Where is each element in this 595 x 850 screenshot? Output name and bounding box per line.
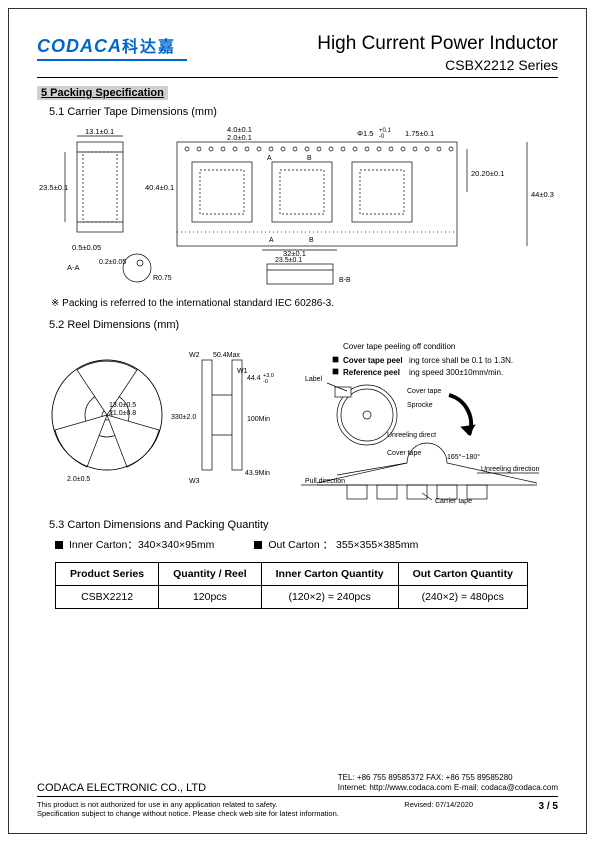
- td-out: (240×2) = 480pcs: [398, 586, 527, 609]
- table-row: CSBX2212 120pcs (120×2) = 240pcs (240×2)…: [56, 586, 528, 609]
- header: CODACA科达嘉 High Current Power Inductor CS…: [37, 33, 558, 73]
- svg-text:1.75±0.1: 1.75±0.1: [405, 129, 434, 138]
- svg-text:W3: W3: [189, 478, 200, 485]
- svg-text:Cover tape peel: Cover tape peel: [343, 356, 403, 365]
- header-divider: [37, 77, 558, 78]
- svg-text:100Min: 100Min: [247, 416, 270, 423]
- svg-text:A: A: [269, 237, 274, 244]
- page-title: High Current Power Inductor: [317, 33, 558, 55]
- footer-revised: Revised: 07/14/2020: [404, 800, 473, 810]
- footer-company: CODACA ELECTRONIC CO., LTD: [37, 782, 206, 794]
- footer-web: Internet: http://www.codaca.com E-mail: …: [338, 783, 558, 793]
- carrier-tape-diagram: 13.1±0.1 23.5±0.1 0.5±0.05 A-A 0.2±0.05 …: [37, 122, 558, 292]
- page-number: 3 / 5: [539, 800, 558, 820]
- svg-text:Reference peel: Reference peel: [343, 368, 400, 377]
- bullet-icon: [254, 541, 262, 549]
- section-5-head: 5 Packing Specification: [37, 86, 168, 100]
- svg-text:Pull direction: Pull direction: [305, 478, 345, 485]
- svg-text:165°~180°: 165°~180°: [447, 453, 480, 461]
- svg-text:13.0±0.5: 13.0±0.5: [109, 402, 136, 409]
- logo-underline: [37, 59, 187, 61]
- svg-text:R0.75: R0.75: [153, 275, 172, 282]
- logo-en: CODACA: [37, 36, 122, 56]
- svg-text:Unreeling direction: Unreeling direction: [481, 466, 539, 473]
- th-product: Product Series: [56, 563, 159, 586]
- svg-text:20.20±0.1: 20.20±0.1: [471, 169, 504, 178]
- subsection-5-3: 5.3 Carton Dimensions and Packing Quanti…: [49, 519, 558, 531]
- page-subtitle: CSBX2212 Series: [317, 57, 558, 73]
- inner-carton-label: Inner Carton：340×340×95mm: [69, 539, 214, 551]
- td-qty: 120pcs: [159, 586, 262, 609]
- svg-text:ing torce shall be 0.1 to 1.3N: ing torce shall be 0.1 to 1.3N.: [409, 356, 513, 365]
- svg-text:-0: -0: [379, 134, 385, 140]
- th-out: Out Carton Quantity: [398, 563, 527, 586]
- svg-text:2.0±0.1: 2.0±0.1: [227, 133, 252, 142]
- svg-text:0.5±0.05: 0.5±0.05: [72, 243, 101, 252]
- logo-block: CODACA科达嘉: [37, 33, 187, 61]
- footer-tel: TEL: +86 755 89585372 FAX: +86 755 89585…: [338, 773, 558, 783]
- packing-table: Product Series Quantity / Reel Inner Car…: [55, 562, 528, 609]
- svg-text:50.4Max: 50.4Max: [213, 352, 240, 359]
- reel-diagram: 13.0±0.5 21.0±0.8 2.0±0.5 W2 W1 50.4Max …: [37, 335, 558, 505]
- footer: CODACA ELECTRONIC CO., LTD TEL: +86 755 …: [37, 773, 558, 819]
- svg-text:W2: W2: [189, 352, 200, 359]
- th-qty-reel: Quantity / Reel: [159, 563, 262, 586]
- svg-text:Cover tape: Cover tape: [387, 450, 421, 457]
- td-product: CSBX2212: [56, 586, 159, 609]
- carton-dimensions: Inner Carton：340×340×95mm Out Carton ： 3…: [55, 537, 558, 552]
- svg-text:40.4±0.1: 40.4±0.1: [145, 183, 174, 192]
- svg-text:-0: -0: [263, 379, 268, 385]
- svg-text:44.4: 44.4: [247, 375, 261, 382]
- svg-text:Unreeling direct: Unreeling direct: [387, 432, 436, 439]
- svg-text:B: B: [309, 237, 314, 244]
- title-block: High Current Power Inductor CSBX2212 Ser…: [317, 33, 558, 73]
- svg-text:B-B: B-B: [339, 277, 351, 284]
- svg-text:Φ1.5: Φ1.5: [357, 129, 373, 138]
- svg-text:A-A: A-A: [67, 263, 80, 272]
- svg-text:13.1±0.1: 13.1±0.1: [85, 127, 114, 136]
- packing-note: ※ Packing is referred to the internation…: [51, 298, 558, 309]
- svg-text:0.2±0.05: 0.2±0.05: [99, 259, 126, 266]
- svg-text:Cover tape peeling off conditi: Cover tape peeling off condition: [343, 342, 455, 351]
- out-carton-label: Out Carton ： 355×355×385mm: [268, 539, 418, 551]
- svg-text:Carrier tape: Carrier tape: [435, 498, 472, 505]
- table-row: Product Series Quantity / Reel Inner Car…: [56, 563, 528, 586]
- svg-text:44±0.3: 44±0.3: [531, 190, 554, 199]
- svg-text:Label: Label: [305, 376, 323, 383]
- subsection-5-1: 5.1 Carrier Tape Dimensions (mm): [49, 106, 558, 118]
- svg-text:23.5±0.1: 23.5±0.1: [275, 257, 302, 264]
- footer-contact: TEL: +86 755 89585372 FAX: +86 755 89585…: [338, 773, 558, 794]
- svg-text:B: B: [307, 155, 312, 162]
- td-inner: (120×2) = 240pcs: [261, 586, 398, 609]
- svg-text:Sprocke: Sprocke: [407, 402, 433, 409]
- bullet-icon: [55, 541, 63, 549]
- svg-text:21.0±0.8: 21.0±0.8: [109, 410, 136, 417]
- svg-text:A: A: [267, 155, 272, 162]
- svg-text:43.9Min: 43.9Min: [245, 470, 270, 477]
- svg-text:ing speed 300±10mm/min.: ing speed 300±10mm/min.: [409, 368, 503, 377]
- subsection-5-2: 5.2 Reel Dimensions (mm): [49, 319, 558, 331]
- svg-text:W1: W1: [237, 368, 248, 375]
- th-inner: Inner Carton Quantity: [261, 563, 398, 586]
- logo-cn: 科达嘉: [122, 39, 176, 56]
- footer-disclaimer: This product is not authorized for use i…: [37, 800, 339, 820]
- svg-text:23.5±0.1: 23.5±0.1: [39, 183, 68, 192]
- svg-text:2.0±0.5: 2.0±0.5: [67, 476, 90, 483]
- footer-meta: Revised: 07/14/2020: [404, 800, 473, 820]
- svg-text:Cover tape: Cover tape: [407, 388, 441, 395]
- svg-text:330±2.0: 330±2.0: [171, 414, 196, 421]
